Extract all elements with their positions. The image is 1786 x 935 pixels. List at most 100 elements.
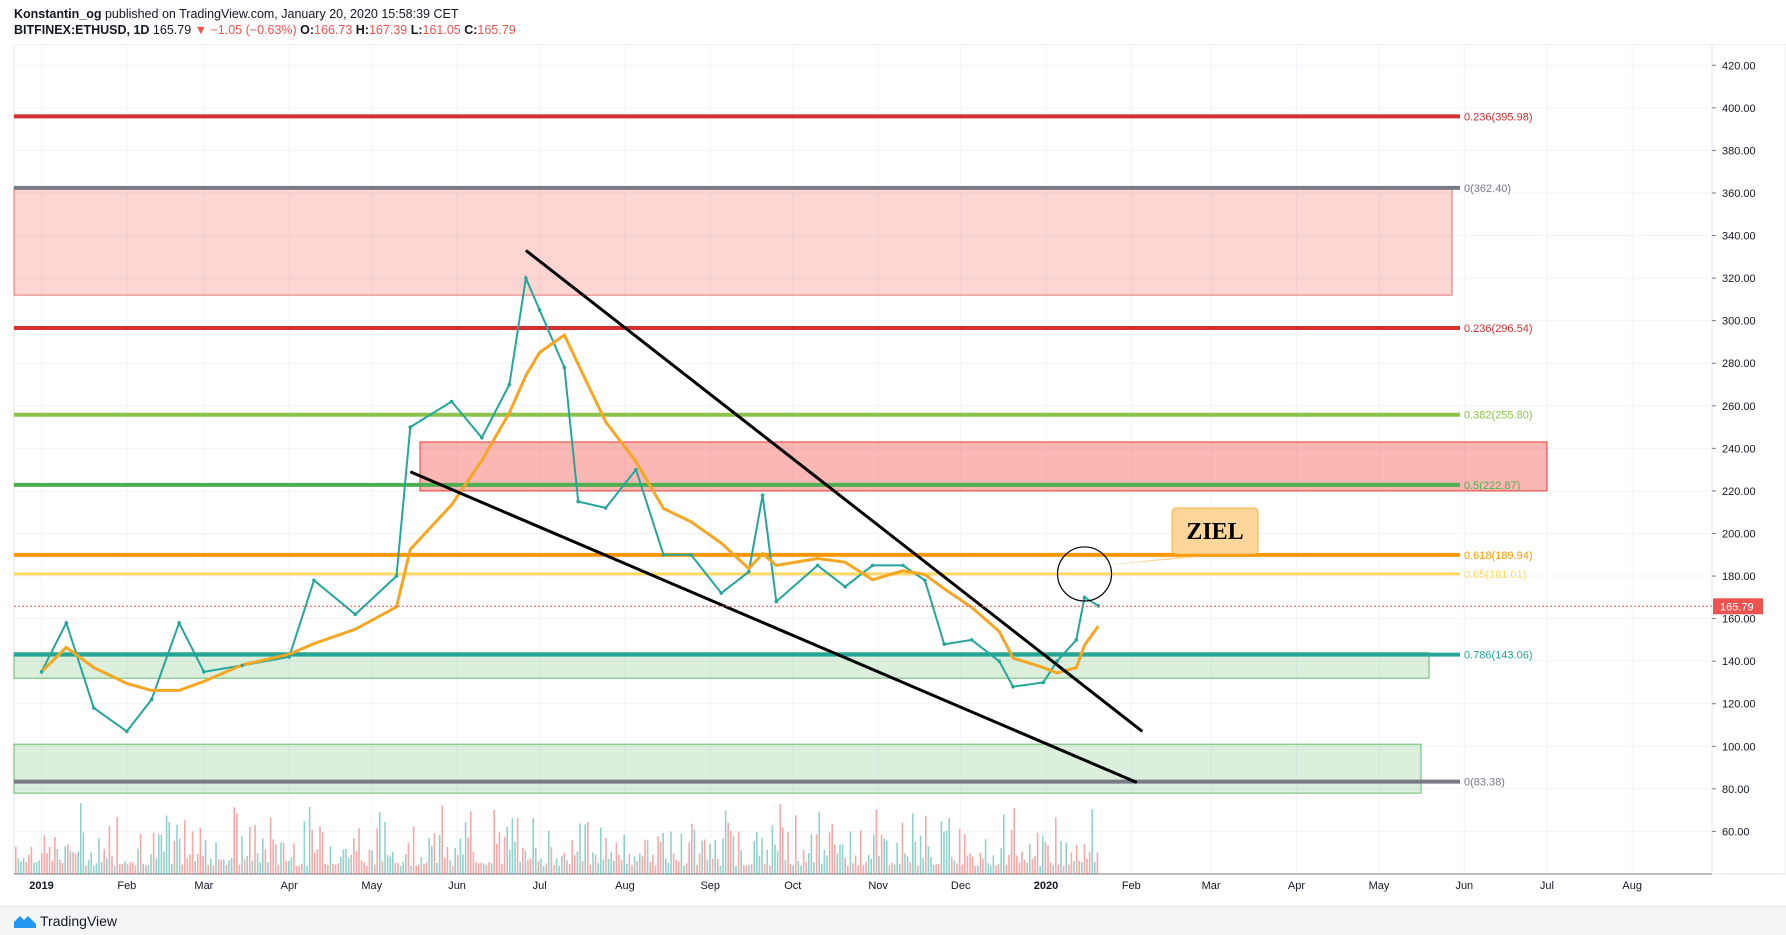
price-point [942,642,946,646]
price-point [689,552,693,557]
volume-bar [844,857,846,874]
volume-bar [943,831,945,874]
volume-bar [646,840,649,874]
volume-bar [30,846,33,874]
callout-pointer [1098,556,1200,566]
publish-text: published on TradingView.com, January 20… [104,7,459,21]
y-tick-label: 280.00 [1722,358,1756,370]
volume-bar [1018,862,1021,874]
volume-bar [254,824,256,874]
volume-bar [763,864,766,874]
volume-bar [678,861,680,874]
volume-bar [410,865,412,874]
high-label: H: [355,23,369,37]
volume-bar [415,865,417,874]
price-point [312,578,316,583]
fib-level-label: 0.786(143.06) [1464,650,1533,662]
y-tick-label: 80.00 [1722,784,1750,796]
volume-bar [688,842,690,874]
volume-bar [717,858,719,874]
symbol-label[interactable]: BITFINEX:ETHUSD, 1D [14,23,150,37]
volume-bar [657,836,659,874]
volume-bar [997,864,1000,874]
volume-bar [433,833,436,874]
x-tick-label: Aug [1622,880,1642,892]
volume-bar [72,852,74,874]
volume-bar [795,815,797,874]
volume-bar [210,858,212,874]
volume-bar [659,841,662,874]
volume-bar [540,858,542,874]
volume-bar [41,852,43,874]
volume-bar [995,865,997,874]
volume-bar [184,820,186,874]
volume-bar [189,854,191,874]
volume-bar [285,860,287,874]
current-price-label: 165.79 [1720,601,1754,613]
author-name[interactable]: Konstantin_og [14,7,102,21]
y-tick-label: 400.00 [1722,103,1756,115]
volume-bar [927,846,930,874]
volume-bar [880,834,883,874]
y-tick-label: 300.00 [1722,316,1756,328]
volume-bar [813,862,815,874]
volume-bar [160,834,163,874]
volume-bar [407,842,410,874]
volume-bar [906,856,909,874]
price-chart[interactable]: 60.00 80.00 100.00 120.00 140.00 160.00 180.00… [0,44,1786,906]
volume-bar [514,841,516,874]
volume-bar [836,853,839,874]
volume-bar [303,820,306,874]
upper-trendline [524,249,1144,733]
volume-bar [145,865,147,874]
volume-bar [873,834,875,874]
volume-bar [732,836,735,874]
price-point [507,382,512,387]
volume-bar [467,837,469,874]
price-point [661,552,666,557]
volume-bar [969,853,971,874]
volume-bar [893,864,896,874]
volume-bar [587,821,589,874]
volume-bar [202,855,204,874]
y-tick-label: 360.00 [1722,188,1756,200]
volume-bar [914,841,917,874]
volume-bar [82,832,85,874]
volume-bar [784,860,787,874]
volume-bar [545,863,547,874]
tradingview-brand[interactable]: TradingView [14,913,117,929]
low-label: L: [410,23,423,37]
volume-bar [251,860,254,874]
volume-bar [815,834,818,874]
x-tick-label: May [361,880,382,892]
volume-bar [194,860,196,874]
volume-bar [490,863,493,874]
volume-bar [839,844,841,874]
volume-bar [925,816,927,874]
volume-bar [831,823,833,874]
volume-bar [319,826,321,874]
volume-bar [860,830,862,874]
volume-bar [1055,817,1057,874]
volume-bar [176,824,178,874]
volume-bar [706,859,709,874]
volume-bar [774,844,776,874]
volume-bar [314,852,316,874]
volume-bar [623,834,625,874]
volume-bar [862,864,865,874]
price-point [576,499,580,504]
volume-bar [610,851,612,874]
volume-bar [228,860,230,874]
volume-bar [940,821,943,874]
y-tick-label: 320.00 [1722,273,1756,285]
volume-bar [524,850,527,874]
volume-bar [1078,860,1080,874]
volume-bar [69,850,72,874]
volume-bar [654,865,657,874]
volume-bar [106,858,108,874]
volume-bar [1083,844,1086,874]
volume-bar [147,865,150,874]
footer-bar: TradingView [0,906,1786,935]
fib-level-label: 0.236(296.54) [1464,323,1533,335]
volume-bar [22,857,25,874]
